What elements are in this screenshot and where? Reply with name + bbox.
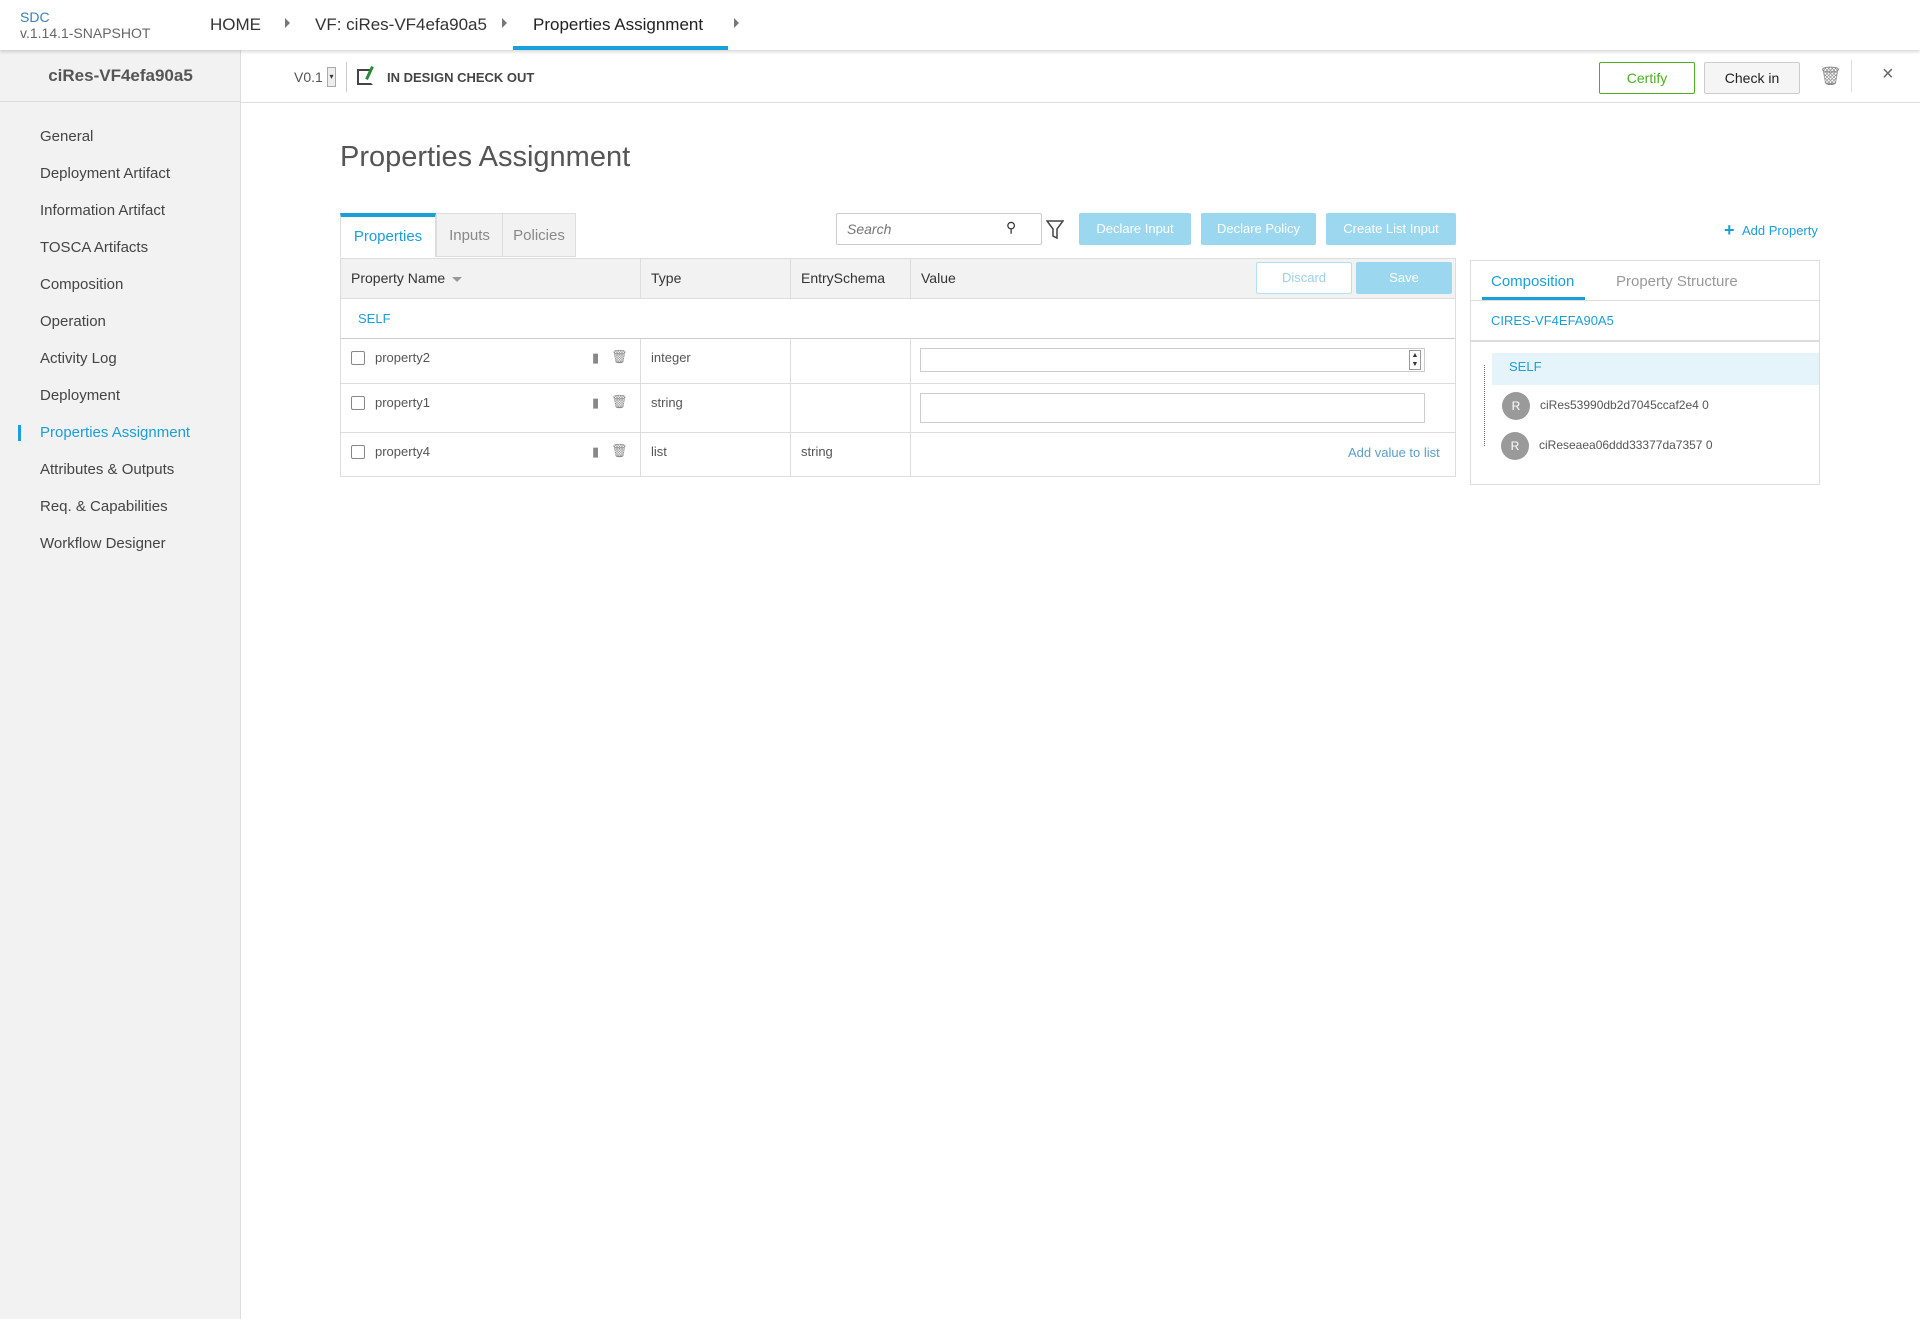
page-title: Properties Assignment [340, 141, 631, 173]
brand-logo[interactable]: SDC [20, 9, 50, 25]
row-checkbox[interactable] [351, 396, 365, 410]
tree-item-instance[interactable]: ciRes53990db2d7045ccaf2e4 0 [1540, 398, 1709, 412]
description-icon[interactable]: ▮ [592, 444, 600, 459]
divider [341, 338, 1455, 339]
delete-icon[interactable]: 🗑 [1819, 66, 1842, 86]
tab-composition[interactable]: Composition [1491, 273, 1575, 290]
tree-connector [1484, 365, 1492, 446]
property-name: property1 [375, 395, 430, 410]
sidebar-item-req-capabilities[interactable]: Req. & Capabilities [40, 498, 168, 515]
number-stepper[interactable]: ▲ ▼ [1409, 350, 1421, 370]
sidebar-item-properties-assignment[interactable]: Properties Assignment [40, 424, 191, 441]
version-label: v.1.14.1-SNAPSHOT [20, 25, 151, 41]
tree-item-self[interactable] [1492, 353, 1819, 385]
property-name: property2 [375, 350, 430, 365]
version-selector[interactable]: V0.1 [294, 69, 323, 85]
composition-panel [1470, 260, 1820, 485]
row-checkbox[interactable] [351, 445, 365, 459]
lifecycle-status: IN DESIGN CHECK OUT [387, 70, 535, 85]
action-bar: V0.1 ▾ IN DESIGN CHECK OUT Certify Check… [241, 50, 1920, 103]
sidebar-title: ciRes-VF4efa90a5 [0, 50, 241, 102]
search-icon[interactable]: ⚲ [1006, 219, 1017, 235]
property-entry-schema: string [801, 444, 833, 459]
divider [346, 62, 347, 92]
tree-self-label: SELF [1509, 359, 1542, 374]
sidebar-item-operation[interactable]: Operation [40, 313, 106, 330]
sidebar-item-information-artifact[interactable]: Information Artifact [40, 202, 166, 219]
column-header-type: Type [651, 270, 682, 286]
column-header-property-name[interactable]: Property Name [351, 270, 446, 286]
create-list-input-button[interactable]: Create List Input [1326, 213, 1456, 245]
avatar: R [1502, 392, 1530, 420]
description-icon[interactable]: ▮ [592, 350, 600, 365]
tab-inputs[interactable]: Inputs [436, 213, 503, 257]
sidebar-item-general[interactable]: General [40, 128, 94, 145]
version-dropdown-icon[interactable]: ▾ [327, 67, 336, 87]
checkout-icon [357, 66, 374, 85]
component-root-label[interactable]: CIRES-VF4EFA90A5 [1491, 313, 1614, 328]
sidebar-item-tosca-artifacts[interactable]: TOSCA Artifacts [40, 239, 149, 256]
avatar: R [1501, 432, 1529, 460]
declare-policy-button[interactable]: Declare Policy [1201, 213, 1316, 245]
sidebar-item-activity-log[interactable]: Activity Log [40, 350, 117, 367]
breadcrumb-caret-icon[interactable] [285, 18, 290, 28]
group-self-label: SELF [358, 311, 391, 326]
column-header-entryschema: EntrySchema [801, 270, 886, 286]
tab-properties[interactable]: Properties [340, 213, 436, 257]
property-type: string [651, 395, 683, 410]
sidebar-item-deployment[interactable]: Deployment [40, 387, 121, 404]
tab-property-structure[interactable]: Property Structure [1616, 273, 1738, 290]
sidebar-item-composition[interactable]: Composition [40, 276, 124, 293]
divider [1851, 60, 1852, 92]
add-property-button[interactable]: Add Property [1742, 223, 1818, 238]
breadcrumb-caret-icon[interactable] [502, 18, 507, 28]
value-input-integer[interactable] [920, 348, 1425, 372]
active-tab-underline [1482, 297, 1585, 300]
breadcrumb-vf[interactable]: VF: ciRes-VF4efa90a5 [315, 15, 487, 34]
row-checkbox[interactable] [351, 351, 365, 365]
declare-input-button[interactable]: Declare Input [1079, 213, 1191, 245]
sort-down-icon[interactable] [452, 277, 462, 282]
add-value-to-list-link[interactable]: Add value to list [1348, 445, 1440, 460]
sidebar-item-attributes-outputs[interactable]: Attributes & Outputs [40, 461, 175, 478]
sidebar: ciRes-VF4efa90a5 General Deployment Arti… [0, 50, 241, 1319]
top-navigation-bar: SDC v.1.14.1-SNAPSHOT HOME VF: ciRes-VF4… [0, 0, 1920, 50]
breadcrumb-home[interactable]: HOME [210, 15, 261, 34]
sidebar-item-workflow-designer[interactable]: Workflow Designer [40, 535, 166, 552]
delete-icon[interactable]: 🗑 [611, 349, 628, 364]
discard-button[interactable]: Discard [1256, 262, 1352, 294]
property-type: list [651, 444, 667, 459]
save-button[interactable]: Save [1356, 262, 1452, 294]
filter-icon[interactable] [1046, 220, 1064, 240]
plus-icon[interactable]: + [1724, 220, 1735, 240]
close-icon[interactable]: × [1882, 63, 1894, 85]
certify-button[interactable]: Certify [1599, 62, 1695, 94]
property-name: property4 [375, 444, 430, 459]
value-input-string[interactable] [920, 393, 1425, 423]
check-in-button[interactable]: Check in [1704, 62, 1800, 94]
search-input[interactable] [836, 213, 1042, 245]
breadcrumb-caret-icon[interactable] [734, 18, 739, 28]
column-header-value: Value [921, 270, 956, 286]
active-breadcrumb-underline [513, 46, 728, 50]
delete-icon[interactable]: 🗑 [611, 394, 628, 409]
sidebar-item-deployment-artifact[interactable]: Deployment Artifact [40, 165, 171, 182]
description-icon[interactable]: ▮ [592, 395, 600, 410]
breadcrumb-current[interactable]: Properties Assignment [533, 15, 704, 34]
property-type: integer [651, 350, 691, 365]
active-indicator [18, 425, 21, 441]
properties-table [340, 258, 1456, 477]
tab-policies[interactable]: Policies [502, 213, 576, 257]
delete-icon[interactable]: 🗑 [611, 443, 628, 458]
tree-item-instance[interactable]: ciReseaea06ddd33377da7357 0 [1539, 438, 1713, 452]
